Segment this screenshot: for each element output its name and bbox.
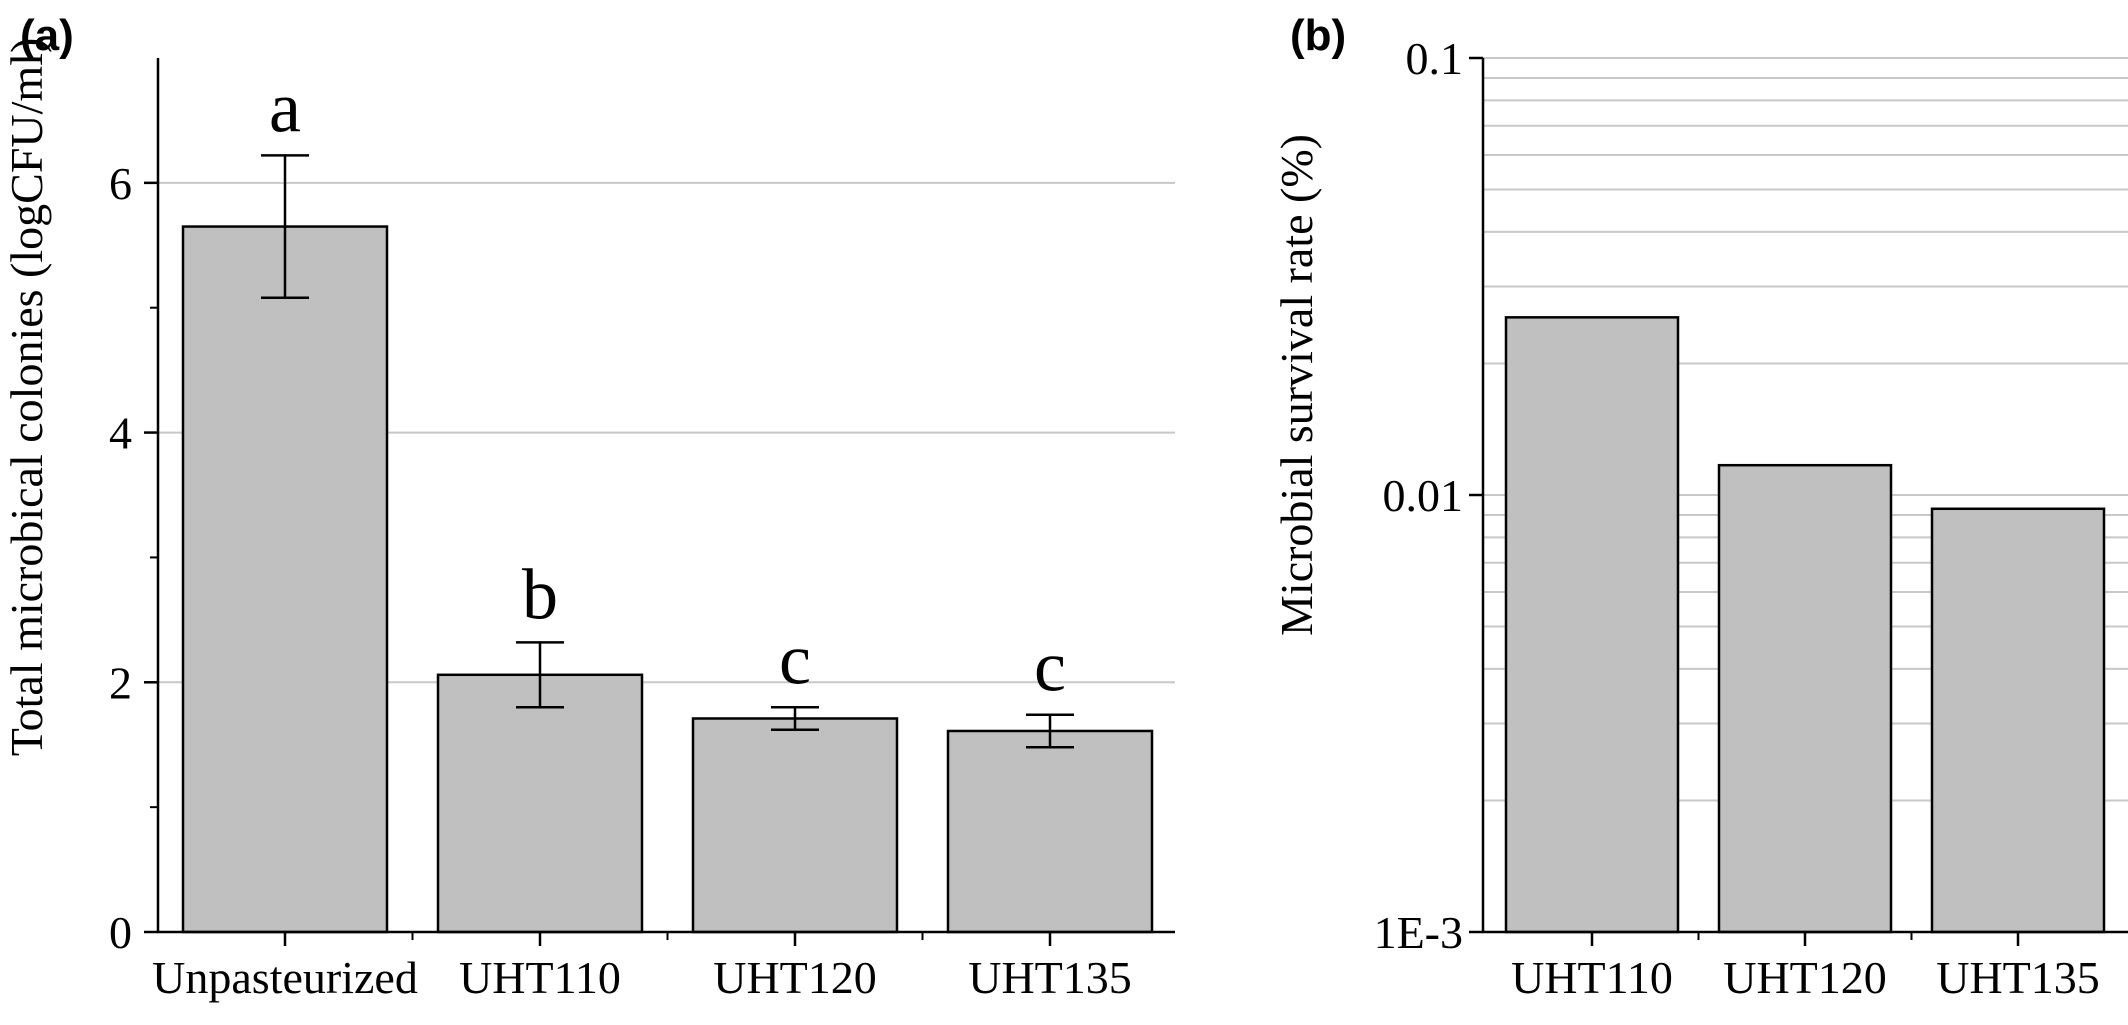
panel-b-label: (b) — [1290, 11, 1346, 60]
bar-uht110 — [1504, 316, 1680, 934]
significance-letter-uht110: b — [522, 554, 558, 634]
panel-a-label: (a) — [20, 11, 74, 60]
bar-uht120 — [691, 717, 899, 934]
panel-b-y-ticks: 1E-3 0.01 0.1 — [1374, 33, 1483, 958]
panel-a-bars — [181, 225, 1154, 934]
panel-a-significance-letters: a b c c — [269, 67, 1066, 706]
y-tick-label-4: 4 — [109, 408, 132, 459]
error-bar-unpasteurized — [261, 154, 309, 299]
x-tick-label-uht120: UHT120 — [713, 952, 877, 1003]
bar-unpasteurized — [181, 225, 389, 934]
error-bar-uht135 — [1026, 713, 1074, 749]
y-tick-label-0.01: 0.01 — [1383, 470, 1464, 521]
panel-a-x-ticks: Unpasteurized UHT110 UHT120 UHT135 — [152, 932, 1132, 1003]
panel-a-y-ticks: 0 2 4 6 — [109, 158, 158, 958]
x-tick-label-uht110: UHT110 — [459, 952, 621, 1003]
bar-uht135 — [946, 729, 1154, 934]
bar-uht110 — [436, 673, 644, 934]
bar-uht120 — [1717, 463, 1893, 934]
x-tick-label-uht120: UHT120 — [1723, 952, 1887, 1003]
significance-letter-unpasteurized: a — [269, 67, 301, 147]
significance-letter-uht120: c — [779, 619, 811, 699]
x-tick-label-uht135: UHT135 — [968, 952, 1132, 1003]
panel-b-y-axis-title: Microbial survival rate (%) — [1271, 134, 1322, 636]
panel-a-y-axis-title: Total microbical colonies (logCFU/ml) — [1, 38, 52, 757]
error-bar-uht110 — [516, 641, 564, 709]
bar-uht135 — [1930, 507, 2106, 934]
y-tick-label-6: 6 — [109, 158, 132, 209]
panel-a-axes — [156, 58, 1175, 934]
y-tick-label-0.001: 1E-3 — [1374, 907, 1463, 958]
y-tick-label-0: 0 — [109, 907, 132, 958]
panel-a-error-bars — [261, 154, 1074, 749]
panel-b-x-ticks: UHT110 UHT120 UHT135 — [1511, 932, 2100, 1003]
significance-letter-uht135: c — [1034, 627, 1066, 707]
x-tick-label-unpasteurized: Unpasteurized — [152, 952, 418, 1003]
error-bar-uht120 — [771, 706, 819, 731]
x-tick-label-uht110: UHT110 — [1511, 952, 1673, 1003]
x-tick-label-uht135: UHT135 — [1936, 952, 2100, 1003]
y-tick-label-0.1: 0.1 — [1406, 33, 1464, 84]
panel-b: (b) 1E-3 0.01 0.1 UHT110 UHT120 UHT135 Micro… — [1271, 11, 2128, 1003]
y-tick-label-2: 2 — [109, 657, 132, 708]
panel-b-bars — [1504, 316, 2106, 934]
